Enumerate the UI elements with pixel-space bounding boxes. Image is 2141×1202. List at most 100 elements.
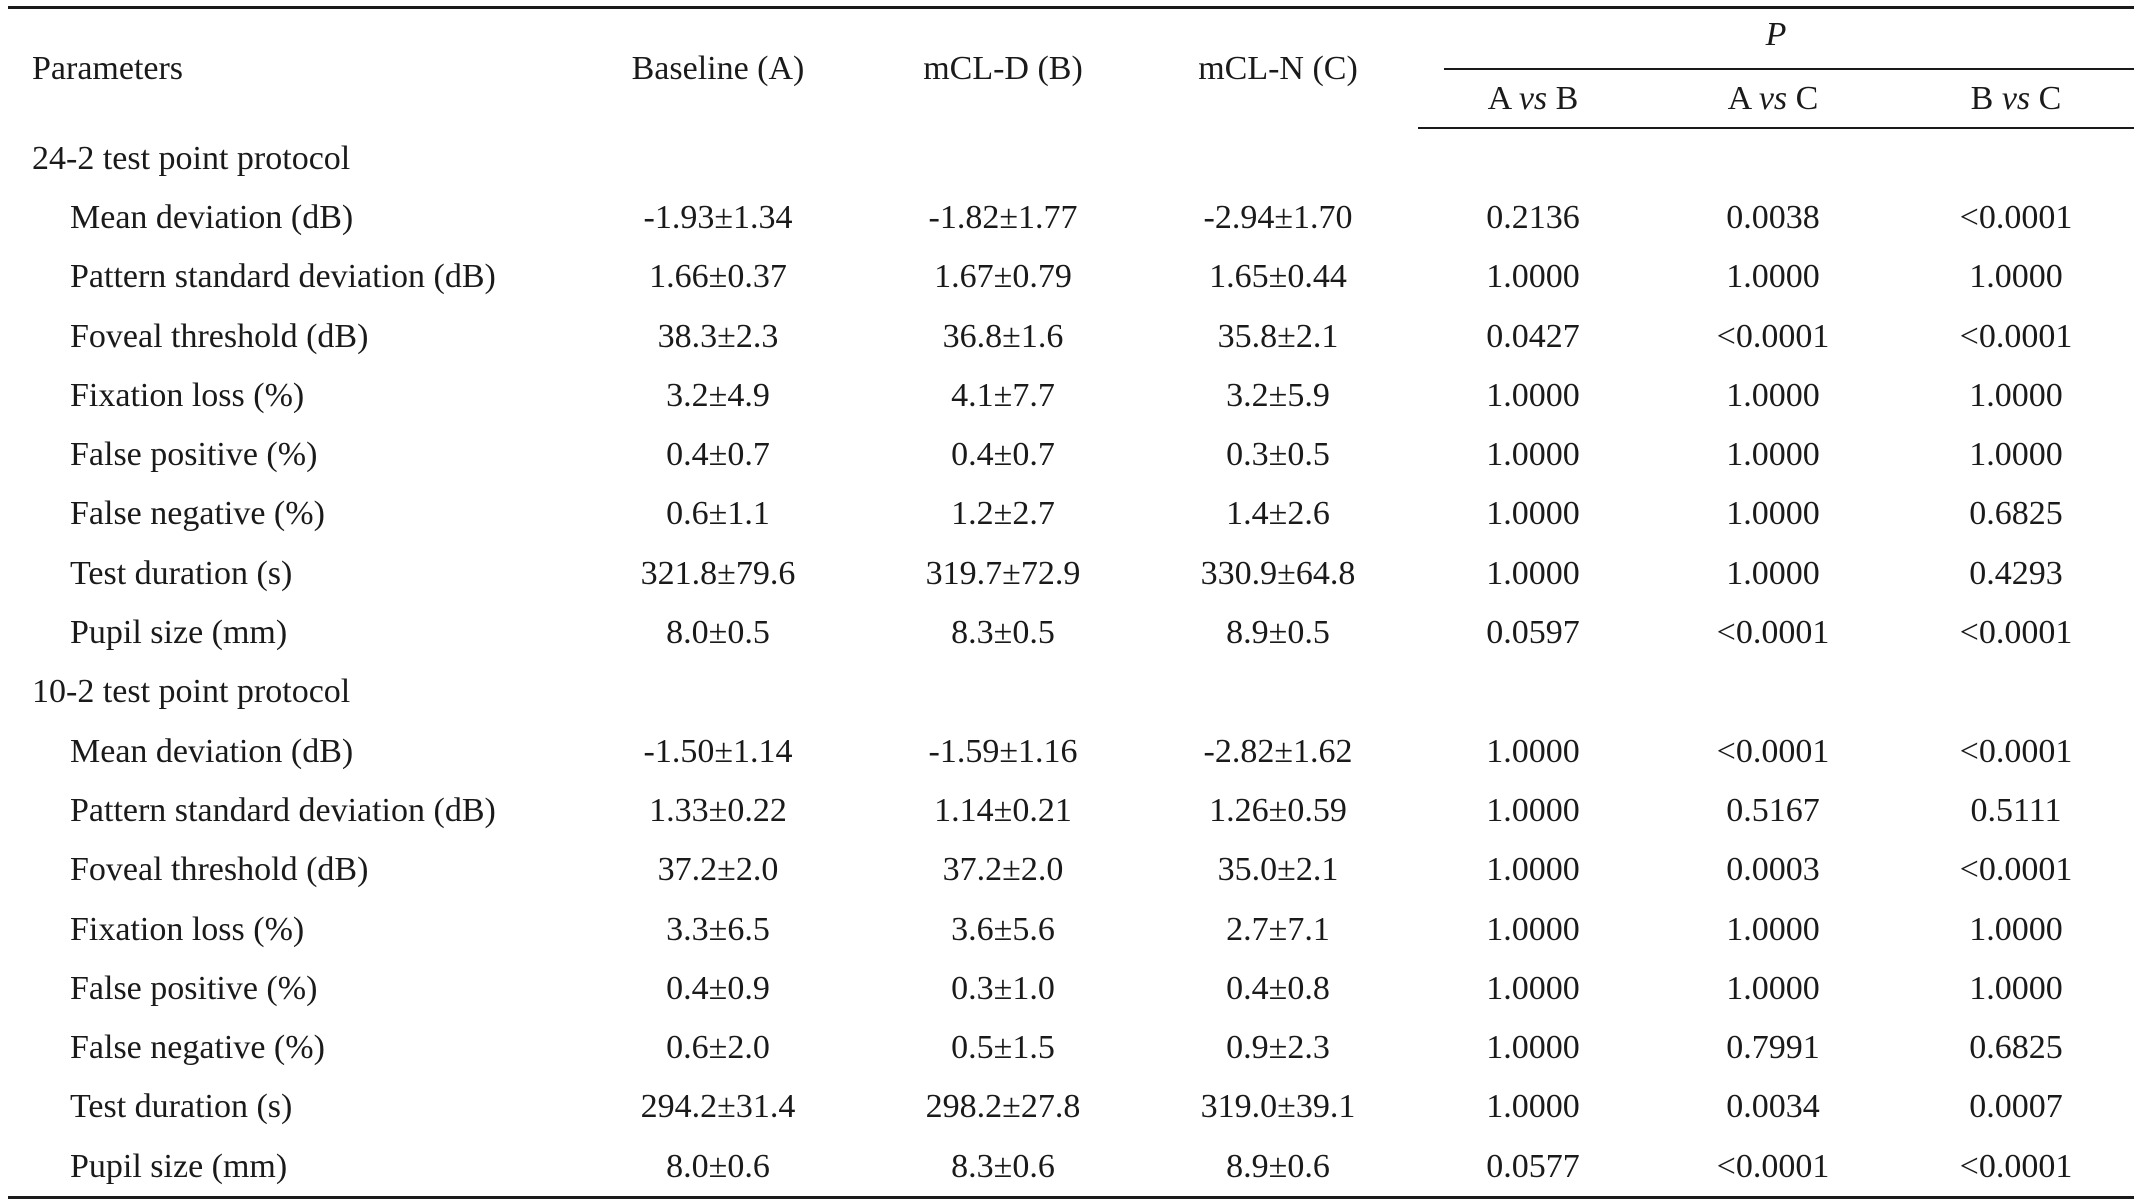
p-a-vs-b-cell: 1.0000 bbox=[1486, 1088, 1580, 1126]
p-b-vs-c-cell: <0.0001 bbox=[1959, 851, 2073, 889]
baseline-cell: 3.3±6.5 bbox=[666, 910, 770, 948]
parameter-label: Mean deviation (dB) bbox=[70, 732, 354, 770]
table-row: False positive (%) 0.4±0.7 0.4±0.7 0.3±0.5 1… bbox=[8, 425, 2134, 484]
p-b-vs-c-cell: <0.0001 bbox=[1959, 198, 2073, 236]
mcl-d-cell: 37.2±2.0 bbox=[942, 851, 1064, 889]
mcl-n-cell: 1.65±0.44 bbox=[1209, 258, 1347, 296]
baseline-cell: 1.33±0.22 bbox=[649, 791, 787, 829]
p-a-vs-c-cell: 1.0000 bbox=[1726, 436, 1820, 474]
header-a-vs-c: A vs C bbox=[1648, 71, 1898, 129]
p-b-vs-c-cell: 0.6825 bbox=[1969, 495, 2063, 533]
baseline-cell: 37.2±2.0 bbox=[657, 851, 779, 889]
p-a-vs-c-cell: 1.0000 bbox=[1726, 969, 1820, 1007]
header-row-1: Parameters Baseline (A) mCL-D (B) mCL-N … bbox=[8, 6, 2135, 128]
mcl-n-cell: 0.9±2.3 bbox=[1226, 1029, 1330, 1067]
mcl-n-cell: 8.9±0.5 bbox=[1226, 614, 1330, 652]
p-a-vs-c-cell: 0.5167 bbox=[1726, 791, 1820, 829]
mcl-n-cell: 1.26±0.59 bbox=[1209, 791, 1347, 829]
mcl-n-cell: -2.94±1.70 bbox=[1203, 198, 1353, 236]
p-a-vs-b-cell: 1.0000 bbox=[1486, 910, 1580, 948]
baseline-cell: 0.6±2.0 bbox=[666, 1029, 770, 1067]
p-a-vs-c-cell: 1.0000 bbox=[1726, 554, 1820, 592]
mcl-d-cell: 3.6±5.6 bbox=[951, 910, 1055, 948]
baseline-cell: 8.0±0.6 bbox=[568, 1137, 868, 1200]
p-a-vs-b-cell: 1.0000 bbox=[1486, 969, 1580, 1007]
table-row: Foveal threshold (dB) 37.2±2.0 37.2±2.0 35.… bbox=[8, 841, 2134, 900]
mcl-n-cell: 8.9±0.6 bbox=[1138, 1137, 1418, 1200]
section-title: 10-2 test point protocol bbox=[32, 673, 351, 711]
table-row: Mean deviation (dB) -1.93±1.34 -1.82±1.77 -… bbox=[8, 188, 2134, 247]
results-table: Parameters Baseline (A) mCL-D (B) mCL-N … bbox=[8, 6, 2135, 1200]
parameter-label: Pupil size (mm) bbox=[8, 1137, 568, 1200]
p-a-vs-b-cell: 1.0000 bbox=[1486, 791, 1580, 829]
table-row: False negative (%) 0.6±1.1 1.2±2.7 1.4±2.6 1… bbox=[8, 485, 2134, 544]
p-b-vs-c-cell: 0.6825 bbox=[1969, 1029, 2063, 1067]
baseline-cell: 38.3±2.3 bbox=[657, 317, 779, 355]
table-row: Fixation loss (%) 3.3±6.5 3.6±5.6 2.7±7.1 1.… bbox=[8, 900, 2134, 959]
header-mcl-d: mCL-D (B) bbox=[868, 6, 1138, 128]
mcl-d-cell: 36.8±1.6 bbox=[942, 317, 1064, 355]
p-b-vs-c-cell: 1.0000 bbox=[1969, 969, 2063, 1007]
baseline-cell: 0.4±0.9 bbox=[666, 969, 770, 1007]
parameter-label: False positive (%) bbox=[70, 436, 318, 474]
parameter-label: Pupil size (mm) bbox=[70, 614, 288, 652]
p-a-vs-b-cell: 1.0000 bbox=[1486, 258, 1580, 296]
p-a-vs-b-cell: 1.0000 bbox=[1486, 1029, 1580, 1067]
header-a-vs-b: A vs B bbox=[1418, 71, 1648, 129]
mcl-n-cell: 319.0±39.1 bbox=[1200, 1088, 1356, 1126]
header-p-label: P bbox=[1765, 16, 1787, 53]
p-a-vs-c-cell: 1.0000 bbox=[1726, 910, 1820, 948]
p-a-vs-c-cell: 0.7991 bbox=[1726, 1029, 1820, 1067]
mcl-d-cell: 8.3±0.5 bbox=[951, 614, 1055, 652]
header-baseline: Baseline (A) bbox=[568, 6, 868, 128]
p-a-vs-c-cell: 1.0000 bbox=[1726, 258, 1820, 296]
mcl-d-cell: 8.3±0.6 bbox=[868, 1137, 1138, 1200]
mcl-d-cell: -1.82±1.77 bbox=[928, 198, 1078, 236]
p-a-vs-c-cell: <0.0001 bbox=[1716, 732, 1830, 770]
p-b-vs-c-cell: <0.0001 bbox=[1959, 614, 2073, 652]
mcl-n-cell: 0.3±0.5 bbox=[1226, 436, 1330, 474]
parameter-label: Test duration (s) bbox=[70, 1088, 293, 1126]
p-b-vs-c-cell: 0.5111 bbox=[1970, 791, 2062, 829]
p-b-vs-c-cell: 1.0000 bbox=[1969, 258, 2063, 296]
p-a-vs-b-cell: 1.0000 bbox=[1486, 554, 1580, 592]
mcl-n-cell: 1.4±2.6 bbox=[1226, 495, 1330, 533]
parameter-label: Mean deviation (dB) bbox=[70, 198, 354, 236]
p-a-vs-c-cell: 0.0034 bbox=[1726, 1088, 1820, 1126]
header-parameters: Parameters bbox=[8, 6, 568, 128]
p-a-vs-b-cell: 1.0000 bbox=[1486, 851, 1580, 889]
p-a-vs-b-cell: 0.0597 bbox=[1486, 614, 1580, 652]
table-row: False negative (%) 0.6±2.0 0.5±1.5 0.9±2.3 1… bbox=[8, 1018, 2134, 1077]
results-table-container: Parameters Baseline (A) mCL-D (B) mCL-N … bbox=[8, 6, 2135, 1200]
baseline-cell: 321.8±79.6 bbox=[640, 554, 796, 592]
parameter-label: Foveal threshold (dB) bbox=[70, 851, 369, 889]
mcl-d-cell: -1.59±1.16 bbox=[928, 732, 1078, 770]
p-b-vs-c-cell: <0.0001 bbox=[1959, 732, 2073, 770]
p-a-vs-b-cell: 1.0000 bbox=[1486, 436, 1580, 474]
p-b-vs-c-cell: 1.0000 bbox=[1969, 376, 2063, 414]
baseline-cell: 0.6±1.1 bbox=[666, 495, 770, 533]
p-b-vs-c-cell: 1.0000 bbox=[1969, 436, 2063, 474]
mcl-n-cell: 35.8±2.1 bbox=[1217, 317, 1339, 355]
mcl-d-cell: 4.1±7.7 bbox=[951, 376, 1055, 414]
parameter-label: Fixation loss (%) bbox=[70, 376, 305, 414]
section-title: 24-2 test point protocol bbox=[32, 139, 351, 177]
table-row: Fixation loss (%) 3.2±4.9 4.1±7.7 3.2±5.9 1.… bbox=[8, 366, 2134, 425]
baseline-cell: 3.2±4.9 bbox=[666, 376, 770, 414]
header-row-2: A vs B A vs C B vs C bbox=[8, 71, 2135, 129]
parameter-label: Pattern standard deviation (dB) bbox=[70, 791, 496, 829]
table-row: Pupil size (mm) 8.0±0.5 8.3±0.5 8.9±0.5 0.05… bbox=[8, 603, 2134, 662]
baseline-cell: -1.93±1.34 bbox=[643, 198, 793, 236]
p-a-vs-c-cell: <0.0001 bbox=[1648, 1137, 1898, 1200]
mcl-d-cell: 0.4±0.7 bbox=[951, 436, 1055, 474]
p-b-vs-c-cell: 0.4293 bbox=[1969, 554, 2063, 592]
p-a-vs-c-cell: 0.0038 bbox=[1726, 198, 1820, 236]
p-a-vs-c-cell: 0.0003 bbox=[1726, 851, 1820, 889]
mcl-d-cell: 298.2±27.8 bbox=[925, 1088, 1081, 1126]
p-a-vs-b-cell: 0.0577 bbox=[1418, 1137, 1648, 1200]
p-a-vs-b-cell: 0.2136 bbox=[1486, 198, 1580, 236]
table-body: 24-2 test point protocol Mean deviation (… bbox=[8, 128, 2135, 1200]
parameter-label: Pattern standard deviation (dB) bbox=[70, 258, 496, 296]
baseline-cell: 1.66±0.37 bbox=[649, 258, 787, 296]
header-b-vs-c: B vs C bbox=[1898, 71, 2135, 129]
